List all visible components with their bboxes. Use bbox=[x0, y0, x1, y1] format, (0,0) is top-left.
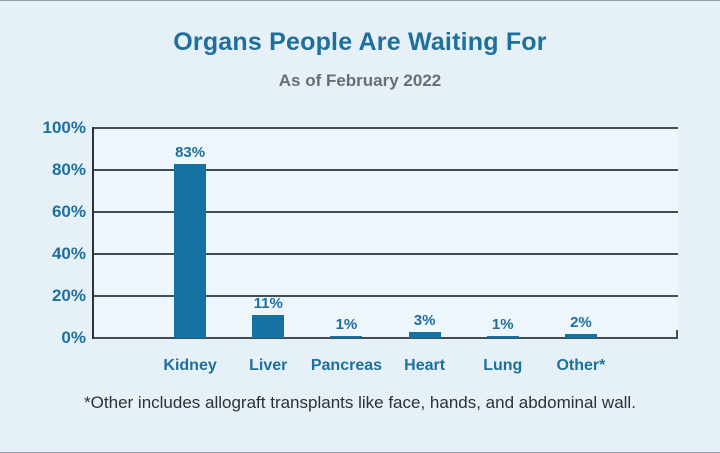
bar bbox=[564, 334, 597, 338]
y-tick-label: 60% bbox=[51, 202, 86, 221]
y-tick-label: 40% bbox=[51, 244, 86, 263]
bar-column-liver: 11% bbox=[229, 128, 307, 338]
gridline-100 bbox=[93, 127, 678, 129]
gridline-60 bbox=[93, 211, 678, 213]
gridline-80 bbox=[93, 169, 678, 171]
x-axis-label-kidney: Kidney bbox=[163, 357, 217, 374]
y-axis-tick-labels: 100% 80% 60% 40% 20% 0% bbox=[0, 118, 86, 347]
x-axis-label-heart: Heart bbox=[404, 357, 446, 374]
bar bbox=[330, 336, 363, 338]
gridline-20 bbox=[93, 295, 678, 297]
gridline-40 bbox=[93, 253, 678, 255]
chart-subtitle: As of February 2022 bbox=[278, 71, 442, 90]
x-axis-label-lung: Lung bbox=[483, 357, 523, 374]
bar-value-label: 2% bbox=[570, 314, 592, 331]
bar-column-lung: 1% bbox=[464, 128, 542, 338]
bar-column-pancreas: 1% bbox=[307, 128, 385, 338]
bar bbox=[486, 336, 519, 338]
bar bbox=[408, 332, 441, 338]
gridline-0 bbox=[93, 337, 678, 339]
bar-value-label: 1% bbox=[491, 316, 514, 333]
y-tick-label: 20% bbox=[51, 286, 86, 305]
x-axis-label-other: Other* bbox=[556, 357, 606, 374]
bar-value-label: 83% bbox=[175, 144, 206, 161]
y-tick-label: 0% bbox=[61, 328, 86, 347]
footnote: *Other includes allograft transplants li… bbox=[84, 393, 636, 412]
x-axis-label-pancreas: Pancreas bbox=[310, 357, 383, 374]
x-axis-label-liver: Liver bbox=[249, 357, 288, 374]
bar-column-kidney: 83% bbox=[151, 128, 229, 338]
y-tick-label: 100% bbox=[42, 118, 86, 137]
chart-title: Organs People Are Waiting For bbox=[173, 28, 547, 56]
x-axis-end-tick bbox=[676, 330, 678, 338]
y-tick-label: 80% bbox=[51, 160, 86, 179]
bar-column-heart: 3% bbox=[386, 128, 464, 338]
plot-area: 83% 11% 1% 3% 1% 2% bbox=[92, 127, 678, 339]
bar bbox=[174, 164, 207, 338]
bar-value-label: 3% bbox=[413, 312, 436, 329]
bar-value-label: 11% bbox=[253, 295, 283, 312]
bar bbox=[252, 315, 285, 338]
y-axis-line bbox=[92, 127, 94, 339]
bar-column-other: 2% bbox=[542, 128, 620, 338]
bar-value-label: 1% bbox=[335, 316, 358, 333]
x-axis-category-labels: Kidney Liver Pancreas Heart Lung Other* bbox=[93, 355, 678, 377]
bars-row: 83% 11% 1% 3% 1% 2% bbox=[93, 128, 678, 338]
